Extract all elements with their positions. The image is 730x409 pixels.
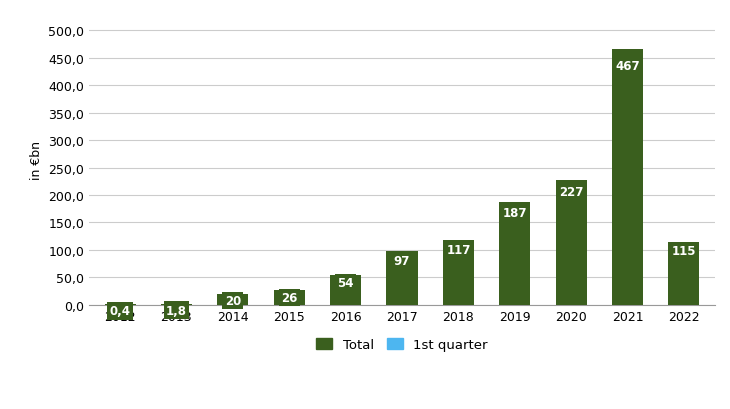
Text: 115: 115 — [672, 245, 696, 258]
Legend: Total, 1st quarter: Total, 1st quarter — [311, 333, 493, 356]
Text: 54: 54 — [337, 276, 354, 290]
Text: 26: 26 — [281, 291, 297, 304]
Bar — [556, 282, 587, 305]
Y-axis label: in €bn: in €bn — [30, 140, 42, 180]
Bar — [274, 291, 304, 305]
Bar — [443, 291, 474, 305]
Bar — [669, 242, 699, 305]
Bar — [612, 49, 643, 305]
Bar — [556, 181, 587, 305]
Bar — [499, 202, 530, 305]
Text: 20: 20 — [225, 294, 241, 308]
Bar — [386, 293, 418, 305]
Text: 97: 97 — [393, 254, 410, 267]
Bar — [669, 242, 699, 305]
Bar — [218, 294, 248, 305]
Bar — [161, 304, 192, 305]
Bar — [330, 275, 361, 305]
Bar — [104, 304, 136, 305]
Bar — [386, 252, 418, 305]
Bar — [274, 299, 304, 305]
Text: 227: 227 — [559, 186, 583, 199]
Text: 117: 117 — [446, 243, 471, 256]
Bar — [330, 298, 361, 305]
Text: 467: 467 — [615, 60, 640, 73]
Text: 0,4: 0,4 — [110, 305, 131, 318]
Bar — [499, 283, 530, 305]
Text: 1,8: 1,8 — [166, 304, 187, 317]
Bar — [218, 301, 248, 305]
Text: 187: 187 — [502, 207, 527, 220]
Bar — [612, 245, 643, 305]
Bar — [443, 241, 474, 305]
Bar — [161, 304, 192, 305]
